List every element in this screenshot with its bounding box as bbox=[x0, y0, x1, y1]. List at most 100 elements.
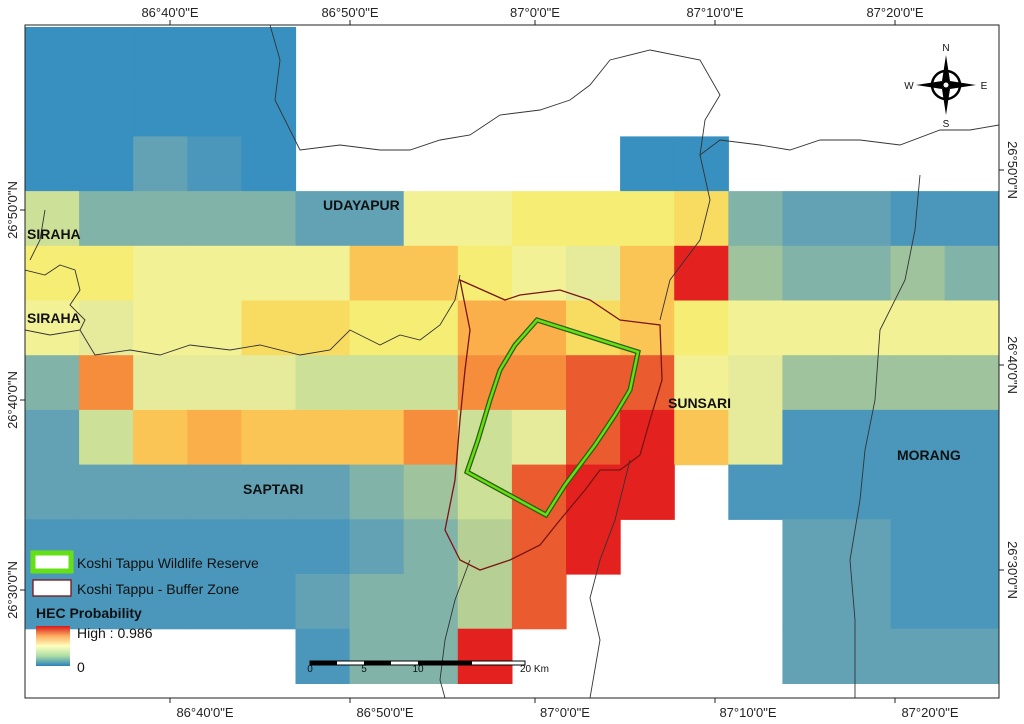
hec-cell bbox=[187, 300, 242, 356]
hec-cell bbox=[728, 191, 783, 247]
hec-cell bbox=[241, 27, 297, 83]
hec-cell bbox=[295, 245, 351, 302]
hec-cell bbox=[566, 191, 621, 247]
hec-cell bbox=[782, 574, 838, 630]
hec-cell bbox=[674, 355, 729, 411]
compass-w: W bbox=[904, 81, 914, 92]
hec-cell bbox=[511, 191, 567, 247]
hec-cell bbox=[349, 519, 405, 575]
hec-cell bbox=[187, 81, 242, 137]
district-label-siraha-1: SIRAHA bbox=[27, 226, 81, 242]
lon-label-top-2: 86°50'0"E bbox=[321, 5, 378, 20]
hec-cell bbox=[944, 409, 999, 466]
district-label-udayapur: UDAYAPUR bbox=[323, 197, 400, 213]
hec-cell bbox=[187, 27, 242, 83]
hec-cell bbox=[728, 300, 783, 356]
district-label-morang: MORANG bbox=[897, 447, 961, 463]
hec-cell bbox=[403, 245, 459, 302]
compass-needle-s bbox=[942, 85, 950, 115]
hec-cell bbox=[511, 519, 567, 575]
hec-cell bbox=[295, 355, 351, 411]
hec-cell bbox=[241, 191, 297, 247]
hec-cell bbox=[836, 409, 892, 466]
hec-cell bbox=[349, 628, 405, 684]
hec-cell bbox=[79, 191, 134, 247]
hec-cell bbox=[566, 300, 621, 356]
hec-cell bbox=[620, 191, 675, 247]
compass-needle-e bbox=[946, 81, 976, 89]
hec-cell bbox=[890, 628, 946, 684]
hec-cell bbox=[782, 464, 838, 520]
hec-cell bbox=[349, 191, 405, 247]
hec-cell bbox=[349, 300, 405, 356]
hec-cell bbox=[728, 409, 783, 466]
lon-label-top-3: 87°0'0"E bbox=[510, 5, 560, 20]
compass-n: N bbox=[942, 43, 949, 54]
hec-cell bbox=[241, 574, 297, 630]
hec-cell bbox=[349, 355, 405, 411]
hec-cell bbox=[241, 136, 297, 192]
hec-cell bbox=[944, 464, 999, 520]
hec-cell bbox=[674, 300, 729, 356]
hec-cell bbox=[133, 519, 188, 575]
hec-cell bbox=[728, 355, 783, 411]
lon-label-bottom-4: 87°10'0"E bbox=[719, 705, 776, 720]
hec-cell bbox=[241, 81, 297, 137]
buffer-zone-outline bbox=[444, 278, 663, 571]
hec-cell bbox=[133, 355, 188, 411]
lon-label-bottom-5: 87°20'0"E bbox=[901, 705, 958, 720]
district-label-saptari: SAPTARI bbox=[243, 481, 303, 497]
compass-s: S bbox=[943, 119, 950, 130]
wildlife-reserve-outline-inner bbox=[465, 318, 640, 517]
lon-label-bottom-2: 86°50'0"E bbox=[356, 705, 413, 720]
hec-cell bbox=[187, 136, 242, 192]
hec-cell bbox=[566, 245, 621, 302]
lat-label-right-3: 26°30'0"N bbox=[1005, 541, 1020, 599]
hec-cell bbox=[79, 574, 134, 630]
hec-cell bbox=[79, 519, 134, 575]
siraha-west-boundary bbox=[29, 209, 46, 261]
hec-cell bbox=[295, 574, 351, 630]
hec-cell bbox=[25, 81, 80, 137]
hec-cell bbox=[836, 464, 892, 520]
hec-cell bbox=[944, 519, 999, 575]
hec-cell bbox=[133, 300, 188, 356]
hec-cell bbox=[25, 27, 80, 83]
hec-cell bbox=[782, 191, 838, 247]
hec-cell bbox=[133, 464, 188, 520]
hec-cell bbox=[944, 574, 999, 630]
hec-cell bbox=[890, 355, 946, 411]
hec-cell bbox=[620, 136, 675, 192]
hec-cell bbox=[782, 519, 838, 575]
hec-cell bbox=[295, 300, 351, 356]
scale-label-10: 10 bbox=[412, 664, 424, 675]
lon-label-top-4: 87°10'0"E bbox=[686, 5, 743, 20]
district-boundaries bbox=[25, 25, 999, 698]
hec-cell bbox=[187, 191, 242, 247]
hec-cell bbox=[241, 519, 297, 575]
hec-cell bbox=[511, 355, 567, 411]
hec-cell bbox=[187, 409, 242, 466]
lat-label-right-2: 26°40'0"N bbox=[1005, 336, 1020, 394]
legend-label-low: 0 bbox=[77, 659, 85, 675]
legend-title: HEC Probability bbox=[36, 605, 142, 621]
hec-cell bbox=[25, 136, 80, 192]
hec-cell bbox=[25, 355, 80, 411]
hec-cell bbox=[403, 409, 459, 466]
hec-cell bbox=[349, 245, 405, 302]
hec-cell bbox=[890, 464, 946, 520]
district-label-siraha-2: SIRAHA bbox=[27, 310, 81, 326]
compass-center bbox=[942, 81, 950, 89]
hec-cell bbox=[295, 191, 351, 247]
saptari-east-boundary bbox=[439, 559, 471, 698]
hec-cell bbox=[187, 355, 242, 411]
hec-cell bbox=[25, 300, 80, 356]
hec-cell bbox=[457, 191, 513, 247]
hec-cell bbox=[782, 628, 838, 684]
map-frame bbox=[24, 24, 1000, 699]
compass-needle-ns bbox=[942, 55, 950, 85]
hec-cell bbox=[403, 355, 459, 411]
sunsari-morang-boundary bbox=[849, 174, 921, 698]
hec-cell bbox=[836, 574, 892, 630]
hec-cell bbox=[133, 574, 188, 630]
